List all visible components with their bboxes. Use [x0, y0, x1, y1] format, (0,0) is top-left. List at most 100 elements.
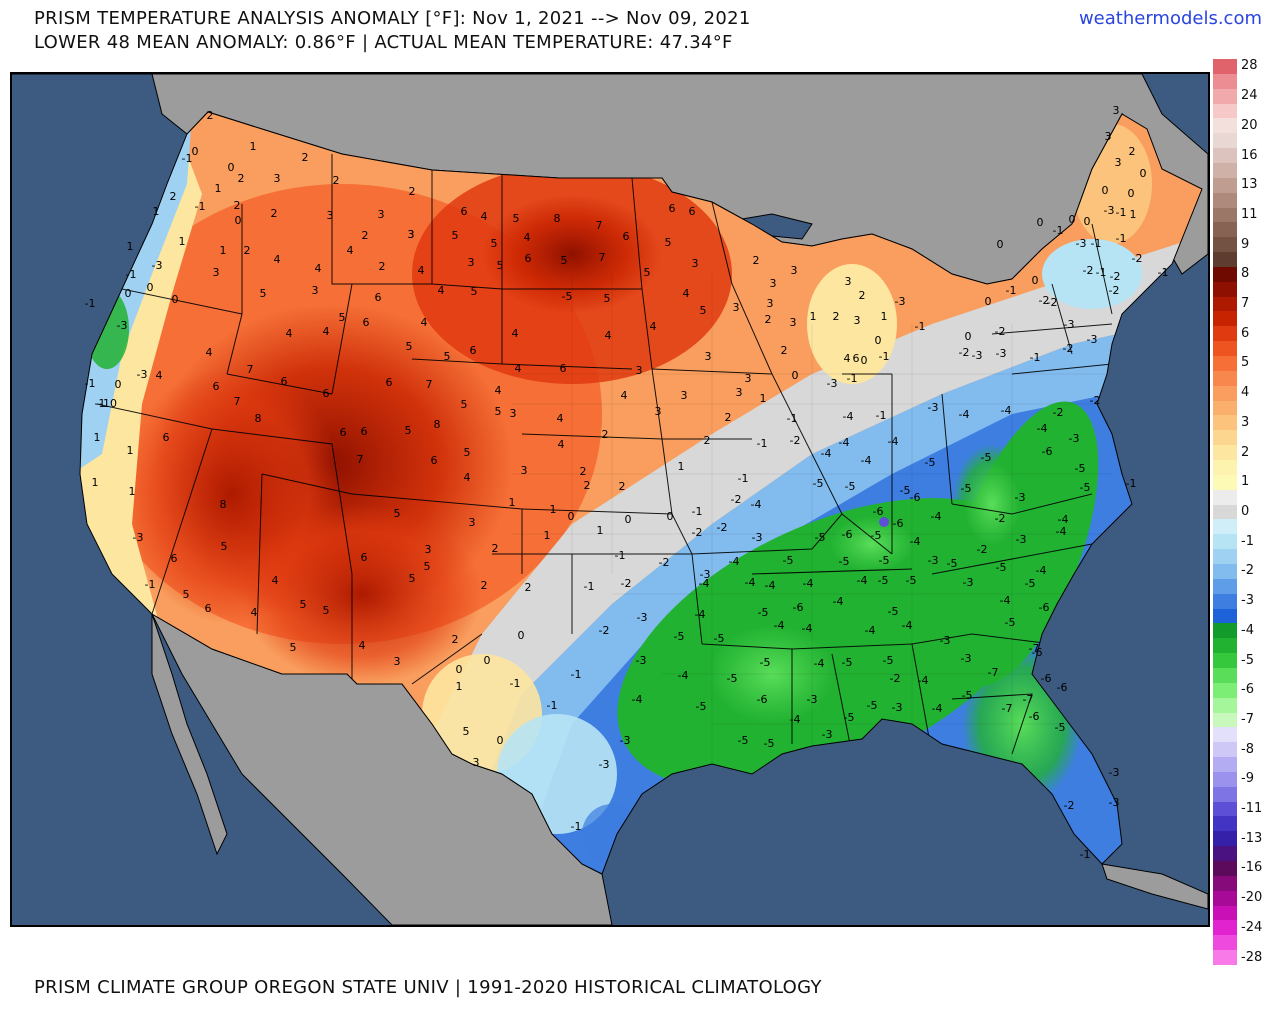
legend-swatch: [1213, 638, 1237, 654]
anomaly-value: 7: [596, 219, 603, 232]
anomaly-map: 2 1 0 -1 0 3 2 2 2 2 6 4 5 8 7 6 6 2 1 -1 2 0 2 3 3 3 5 3 1 1 1 2 2 4 5 4 6 5…: [10, 72, 1210, 927]
anomaly-value: -2: [621, 577, 632, 590]
anomaly-value: -6: [893, 517, 904, 530]
anomaly-value: 3: [745, 372, 752, 385]
anomaly-value: 4: [512, 327, 519, 340]
legend-label: 7: [1241, 296, 1250, 312]
anomaly-value: -1: [1053, 224, 1064, 237]
anomaly-value: 1: [509, 496, 516, 509]
anomaly-value: 5: [424, 560, 431, 573]
anomaly-value: 0: [1140, 167, 1147, 180]
legend-bin: -11: [1213, 801, 1280, 817]
anomaly-value: -4: [833, 595, 844, 608]
anomaly-value: -6: [842, 528, 853, 541]
anomaly-value: 0: [965, 330, 972, 343]
legend-bin: [1213, 222, 1280, 238]
anomaly-value: -5: [981, 451, 992, 464]
legend-label: -28: [1241, 949, 1263, 965]
anomaly-value: 2: [234, 199, 241, 212]
anomaly-value: 3: [733, 301, 740, 314]
anomaly-value: 1: [220, 244, 227, 257]
anomaly-value: -5: [727, 672, 738, 685]
legend-swatch: [1213, 118, 1237, 134]
legend-swatch: [1213, 905, 1237, 921]
anomaly-value: -7: [1002, 702, 1013, 715]
anomaly-value: 4: [315, 262, 322, 275]
anomaly-value: 2: [409, 185, 416, 198]
anomaly-value: 4: [524, 231, 531, 244]
legend-swatch: [1213, 103, 1237, 119]
legend-label: -16: [1241, 860, 1263, 876]
anomaly-value: 2: [704, 434, 711, 447]
anomaly-value: 6: [340, 426, 347, 439]
anomaly-value: 0: [497, 734, 504, 747]
legend-swatch: [1213, 148, 1237, 164]
anomaly-value: 4: [557, 412, 564, 425]
anomaly-value: 3: [790, 316, 797, 329]
anomaly-value: 3: [767, 297, 774, 310]
legend-swatch: [1213, 281, 1237, 298]
legend-label: 0: [1241, 504, 1250, 519]
anomaly-value: -4: [790, 713, 801, 726]
anomaly-value: -10: [99, 397, 117, 410]
anomaly-value: -2: [890, 672, 901, 685]
legend-bin: [1213, 549, 1280, 565]
legend-label: -3: [1241, 593, 1254, 609]
anomaly-value: 6: [163, 431, 170, 444]
anomaly-value: 4: [251, 606, 258, 619]
anomaly-value: -3: [1109, 796, 1120, 809]
anomaly-value: -1: [145, 578, 156, 591]
anomaly-value: -1: [85, 377, 96, 390]
anomaly-value: -6: [793, 601, 804, 614]
anomaly-value: -5: [758, 606, 769, 619]
anomaly-value: -5: [1080, 481, 1091, 494]
anomaly-value: 3: [394, 655, 401, 668]
anomaly-value: 5: [497, 259, 504, 272]
anomaly-value: -3: [996, 347, 1007, 360]
anomaly-value: 6: [361, 551, 368, 564]
anomaly-value: 2: [170, 190, 177, 203]
anomaly-value: -1: [195, 200, 206, 213]
anomaly-value: 4: [418, 264, 425, 277]
legend-bin: [1213, 519, 1280, 535]
anomaly-value: 2: [859, 289, 866, 302]
anomaly-value: 0: [625, 513, 632, 526]
legend-bin: [1213, 162, 1280, 179]
anomaly-value: 4: [844, 352, 851, 365]
anomaly-value: -5: [947, 557, 958, 570]
legend-swatch: [1213, 831, 1237, 847]
anomaly-value: 5: [700, 304, 707, 317]
legend-swatch: [1213, 875, 1237, 892]
anomaly-value: -5: [871, 529, 882, 542]
anomaly-value: 4: [481, 210, 488, 223]
anomaly-value: 5: [444, 350, 451, 363]
anomaly-value: 3: [468, 256, 475, 269]
anomaly-value: 6: [560, 362, 567, 375]
anomaly-value: -1: [757, 437, 768, 450]
anomaly-value: 0: [192, 145, 199, 158]
anomaly-value: 4: [274, 253, 281, 266]
anomaly-value: 2: [580, 465, 587, 478]
anomaly-value: 0: [228, 161, 235, 174]
anomaly-value: 0: [1102, 184, 1109, 197]
anomaly-value: -3: [1076, 237, 1087, 250]
legend-label: -8: [1241, 741, 1254, 757]
legend-swatch: [1213, 682, 1237, 699]
legend-swatch: [1213, 311, 1237, 327]
anomaly-value: 2: [765, 313, 772, 326]
anomaly-value: 3: [408, 228, 415, 241]
legend-bin: -20: [1213, 890, 1280, 907]
anomaly-value: 1: [810, 310, 817, 323]
anomaly-value: -6: [1032, 646, 1043, 659]
anomaly-value: -5: [1005, 616, 1016, 629]
anomaly-value: 6: [669, 202, 676, 215]
anomaly-value: -1: [1116, 232, 1127, 245]
anomaly-value: 5: [471, 285, 478, 298]
anomaly-value: 6: [213, 380, 220, 393]
anomaly-value: 5: [561, 254, 568, 267]
anomaly-value: 6: [323, 387, 330, 400]
anomaly-value: 0: [667, 510, 674, 523]
anomaly-value: -4: [729, 555, 740, 568]
legend-bin: [1213, 816, 1280, 832]
anomaly-value: -5: [1025, 577, 1036, 590]
